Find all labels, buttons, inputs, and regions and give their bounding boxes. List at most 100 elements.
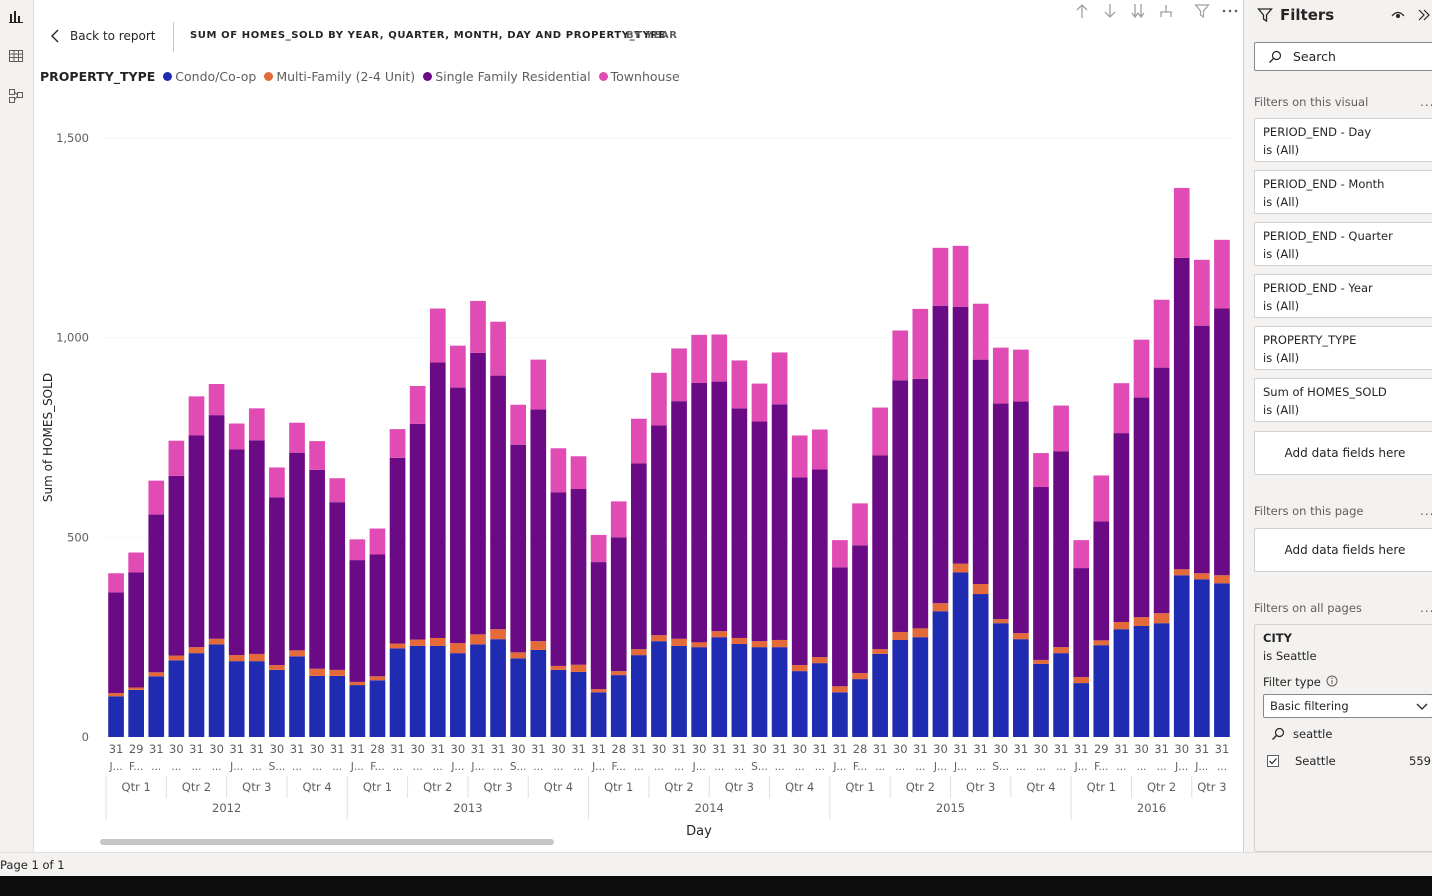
bar-single[interactable] — [349, 560, 366, 682]
bar-condo[interactable] — [1033, 663, 1049, 737]
bar-single[interactable] — [771, 404, 788, 640]
bar-single[interactable] — [168, 475, 185, 656]
bar-town[interactable] — [1214, 239, 1230, 309]
bar-condo[interactable] — [369, 680, 386, 737]
horizontal-scrollbar-thumb[interactable] — [100, 839, 554, 845]
bar-single[interactable] — [832, 567, 848, 687]
bar-condo[interactable] — [932, 611, 949, 737]
bar-town[interactable] — [128, 552, 145, 573]
bar-condo[interactable] — [610, 675, 627, 737]
bar-single[interactable] — [1193, 325, 1210, 574]
bar-multi[interactable] — [952, 563, 969, 573]
bar-single[interactable] — [329, 502, 346, 670]
bar-town[interactable] — [791, 435, 808, 478]
bar-single[interactable] — [731, 408, 748, 638]
bar-multi[interactable] — [470, 634, 486, 645]
bar-town[interactable] — [1053, 405, 1069, 452]
bar-town[interactable] — [932, 247, 949, 306]
bar-single[interactable] — [1013, 401, 1029, 634]
bar-single[interactable] — [1133, 397, 1150, 618]
bar-town[interactable] — [228, 423, 245, 450]
bar-town[interactable] — [671, 348, 687, 402]
bar-multi[interactable] — [892, 631, 909, 640]
bar-single[interactable] — [228, 449, 245, 656]
bar-condo[interactable] — [329, 675, 346, 737]
more-options-icon[interactable] — [1221, 2, 1239, 20]
add-visual-fields-dropzone[interactable]: Add data fields here — [1254, 431, 1432, 475]
bar-condo[interactable] — [992, 623, 1009, 737]
bar-multi[interactable] — [188, 647, 205, 654]
bar-town[interactable] — [309, 441, 325, 470]
bar-multi[interactable] — [811, 657, 828, 664]
bar-town[interactable] — [711, 334, 728, 382]
bar-town[interactable] — [832, 540, 848, 568]
bar-single[interactable] — [1093, 521, 1110, 641]
legend-item-townhouse[interactable]: Townhouse — [598, 69, 680, 84]
bar-condo[interactable] — [1193, 579, 1210, 737]
model-view-icon[interactable] — [6, 86, 26, 106]
bar-condo[interactable] — [450, 653, 466, 737]
bar-single[interactable] — [630, 463, 647, 650]
bar-town[interactable] — [108, 573, 124, 593]
city-filter-card[interactable]: CITY is Seattle Filter type Basic filter… — [1254, 624, 1432, 852]
bar-town[interactable] — [389, 429, 406, 458]
bar-condo[interactable] — [1073, 683, 1090, 737]
bar-town[interactable] — [651, 372, 667, 426]
bar-single[interactable] — [711, 381, 728, 632]
bar-town[interactable] — [188, 396, 205, 436]
bar-multi[interactable] — [530, 641, 547, 650]
bar-single[interactable] — [309, 469, 325, 669]
bar-condo[interactable] — [108, 696, 124, 737]
bar-multi[interactable] — [248, 653, 265, 662]
bar-town[interactable] — [691, 334, 708, 383]
bar-multi[interactable] — [510, 652, 527, 659]
bar-condo[interactable] — [510, 658, 527, 737]
bar-multi[interactable] — [128, 687, 145, 690]
bar-single[interactable] — [1214, 308, 1230, 576]
bar-single[interactable] — [912, 378, 929, 629]
bar-multi[interactable] — [228, 655, 245, 662]
bar-town[interactable] — [148, 480, 165, 515]
bar-town[interactable] — [1033, 453, 1049, 488]
bar-town[interactable] — [811, 429, 828, 470]
bar-multi[interactable] — [791, 665, 808, 672]
bar-single[interactable] — [691, 382, 708, 643]
bar-multi[interactable] — [932, 603, 949, 612]
bar-single[interactable] — [1153, 367, 1170, 614]
bar-multi[interactable] — [1013, 633, 1029, 640]
bar-multi[interactable] — [1214, 575, 1230, 584]
bar-condo[interactable] — [1113, 629, 1130, 737]
bar-single[interactable] — [409, 423, 426, 640]
eye-icon[interactable] — [1390, 7, 1406, 23]
drill-up-icon[interactable] — [1073, 2, 1091, 20]
page-section-more-button[interactable]: ... — [1420, 504, 1432, 518]
checkbox-checked-icon[interactable] — [1267, 755, 1279, 767]
bar-condo[interactable] — [1153, 623, 1170, 737]
bar-multi[interactable] — [590, 689, 607, 693]
bar-town[interactable] — [590, 534, 607, 563]
bar-town[interactable] — [630, 418, 647, 464]
bar-multi[interactable] — [309, 668, 325, 676]
bar-condo[interactable] — [570, 671, 587, 737]
filter-card-period-day[interactable]: PERIOD_END - Day is (All) — [1254, 118, 1432, 162]
bar-single[interactable] — [188, 435, 205, 648]
bar-condo[interactable] — [691, 647, 708, 737]
bar-multi[interactable] — [872, 649, 888, 654]
bar-condo[interactable] — [1093, 645, 1110, 737]
bar-condo[interactable] — [590, 692, 607, 737]
bar-single[interactable] — [389, 457, 406, 644]
bar-multi[interactable] — [108, 693, 124, 697]
bar-single[interactable] — [1113, 433, 1130, 622]
legend-item-condo[interactable]: Condo/Co-op — [163, 69, 256, 84]
bar-condo[interactable] — [711, 637, 728, 737]
bar-town[interactable] — [731, 360, 748, 409]
bar-condo[interactable] — [389, 648, 406, 737]
bar-single[interactable] — [369, 554, 386, 677]
bar-condo[interactable] — [269, 669, 285, 737]
bar-town[interactable] — [972, 303, 989, 360]
bar-condo[interactable] — [912, 637, 929, 737]
bar-single[interactable] — [289, 452, 305, 651]
bar-town[interactable] — [1153, 299, 1170, 368]
all-pages-section-more-button[interactable]: ... — [1420, 601, 1432, 615]
bar-multi[interactable] — [429, 637, 446, 646]
